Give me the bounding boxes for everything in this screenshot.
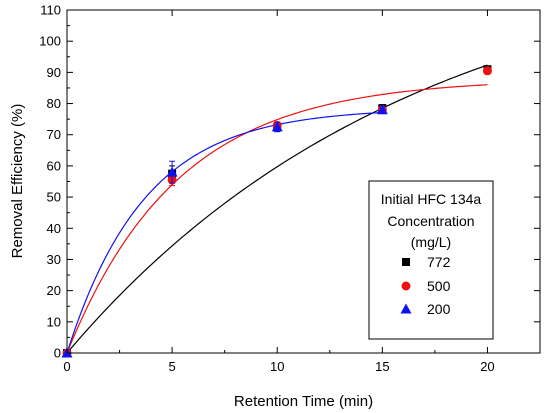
legend-title-line-3: (mg/L) [411,234,451,250]
x-tick-label: 5 [168,359,175,374]
x-axis-title: Retention Time (min) [234,393,373,410]
legend-marker-772 [402,258,410,266]
y-axis-ticks: 0 10 20 30 40 50 60 70 80 90 100 110 [39,3,540,361]
x-axis-ticks: 0 5 10 15 20 [63,10,495,374]
legend-items: 772 500 200 [400,254,451,317]
y-tick-label: 20 [47,283,61,298]
x-tick-label: 20 [480,359,494,374]
fit-curve-772 [66,64,488,354]
y-tick-label: 50 [47,190,61,205]
fit-curve-500 [66,84,488,354]
fit-curve-200 [66,111,383,354]
y-tick-label: 90 [47,65,61,80]
data-points [61,65,492,358]
point-200 [271,121,283,132]
y-tick-label: 0 [54,346,61,361]
x-tick-label: 0 [63,359,70,374]
point-500 [482,66,492,76]
legend-label-500: 500 [427,278,451,294]
y-tick-label: 30 [47,252,61,267]
legend-label-772: 772 [427,254,451,270]
x-tick-label: 15 [375,359,389,374]
legend: Initial HFC 134a Concentration (mg/L) 77… [368,180,494,340]
x-tick-label: 10 [270,359,284,374]
legend-title-line-1: Initial HFC 134a [381,191,482,207]
legend-title-line-2: Concentration [387,213,474,229]
y-tick-label: 110 [40,3,61,18]
legend-label-200: 200 [427,301,451,317]
y-tick-label: 60 [47,158,61,173]
y-tick-label: 10 [47,314,61,329]
y-tick-label: 70 [47,127,61,142]
y-axis-title: Removal Efficiency (%) [9,104,26,259]
y-tick-label: 100 [39,34,61,49]
y-tick-label: 80 [47,96,61,111]
fit-curves [66,64,488,354]
point-200 [376,104,388,115]
legend-marker-500 [401,281,411,291]
legend-box [368,180,494,340]
legend-marker-200 [400,303,412,314]
y-tick-label: 40 [47,221,61,236]
point-200 [166,166,178,177]
